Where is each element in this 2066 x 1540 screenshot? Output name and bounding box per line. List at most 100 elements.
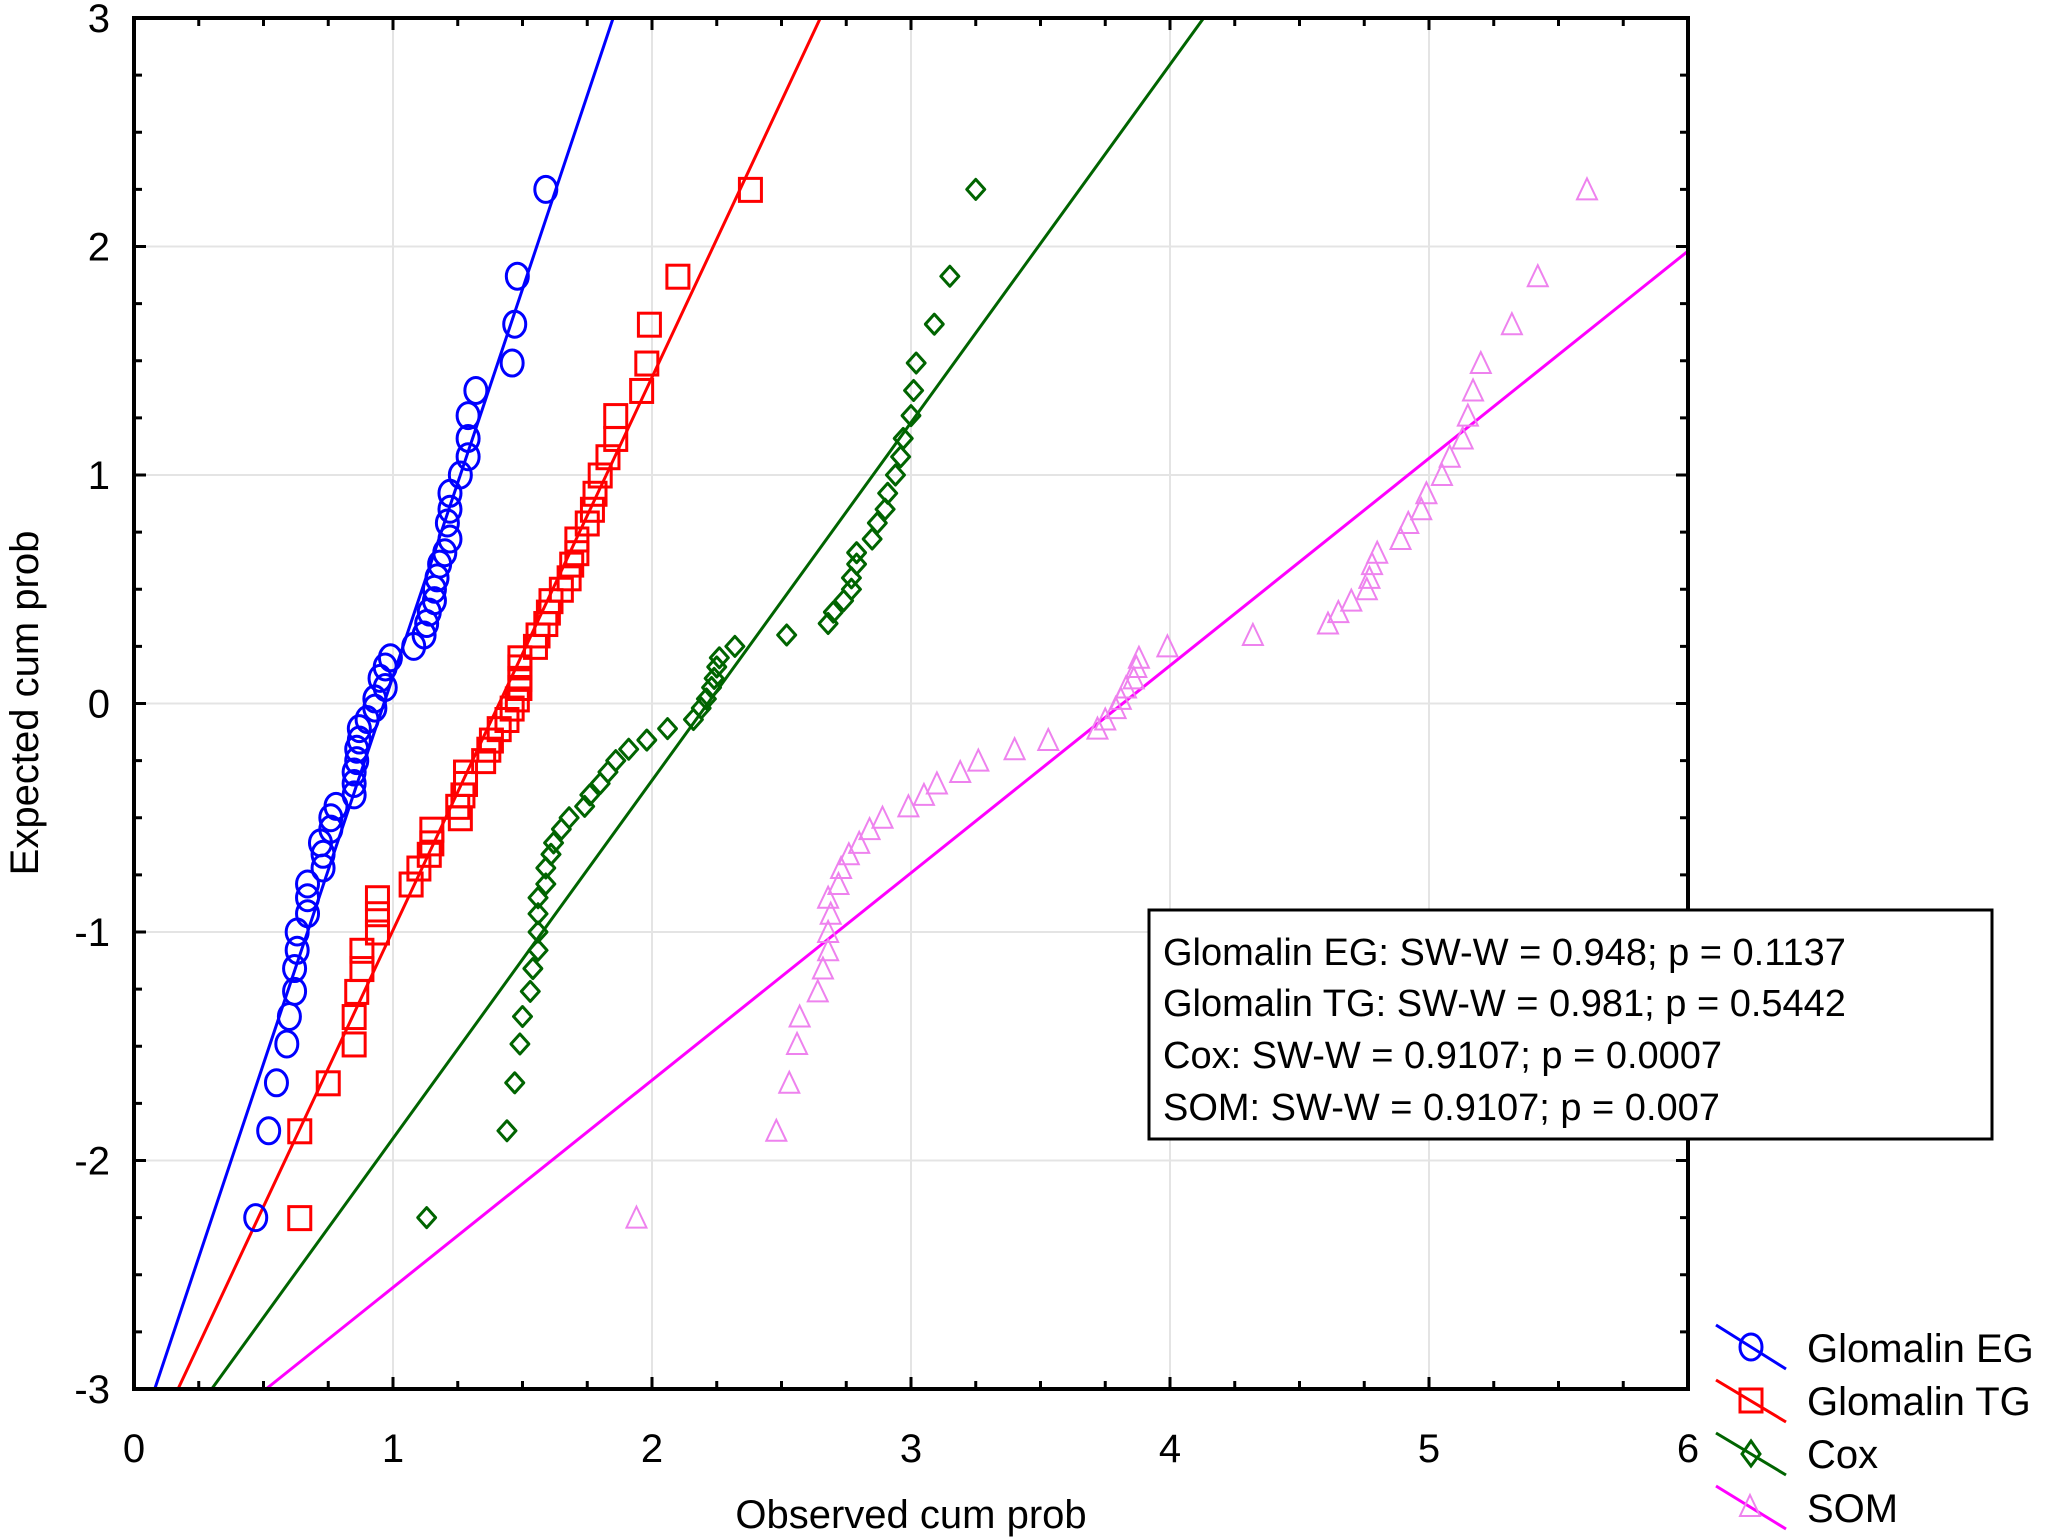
data-point bbox=[447, 460, 473, 490]
data-point bbox=[877, 481, 899, 505]
data-point bbox=[341, 1004, 367, 1031]
fit-line-glomalin-tg bbox=[176, 17, 822, 1390]
data-point bbox=[629, 377, 655, 404]
data-point bbox=[603, 403, 629, 430]
series-glomalin-eg bbox=[243, 174, 559, 1233]
data-point bbox=[416, 1206, 438, 1230]
data-point bbox=[1451, 425, 1475, 450]
data-point bbox=[884, 463, 906, 487]
legend-label: SOM bbox=[1807, 1487, 1898, 1531]
data-point bbox=[587, 462, 613, 489]
data-point bbox=[419, 816, 445, 843]
data-point bbox=[1438, 443, 1462, 468]
data-point bbox=[785, 1030, 809, 1055]
data-point bbox=[499, 348, 525, 378]
data-point bbox=[535, 872, 557, 896]
y-tick-label: 3 bbox=[88, 0, 110, 41]
stats-line-som: SOM: SW-W = 0.9107; p = 0.007 bbox=[1163, 1087, 1720, 1129]
data-point bbox=[892, 426, 914, 450]
data-point bbox=[579, 783, 601, 807]
data-point bbox=[846, 552, 868, 576]
data-point bbox=[349, 937, 375, 964]
square-marker-icon bbox=[1738, 1387, 1764, 1414]
data-point bbox=[574, 510, 600, 537]
data-point bbox=[344, 746, 370, 776]
data-point bbox=[874, 497, 896, 521]
y-tick-label: -2 bbox=[74, 1140, 110, 1184]
data-point bbox=[527, 938, 549, 962]
data-point bbox=[870, 804, 895, 829]
legend-label: Glomalin TG bbox=[1807, 1380, 2031, 1424]
data-point bbox=[295, 883, 321, 913]
data-point bbox=[1456, 402, 1480, 427]
stats-box: Glomalin EG: SW-W = 0.948; p = 0.1137 Gl… bbox=[1147, 908, 1994, 1141]
data-point bbox=[776, 623, 798, 647]
stats-line-cox: Cox: SW-W = 0.9107; p = 0.0007 bbox=[1163, 1035, 1722, 1077]
data-point bbox=[287, 1118, 313, 1145]
data-point bbox=[861, 527, 883, 551]
data-point bbox=[287, 1205, 313, 1232]
data-point bbox=[1500, 310, 1524, 336]
x-tick-labels: 0 1 2 3 4 5 6 bbox=[123, 1427, 1699, 1471]
data-point bbox=[764, 1117, 788, 1142]
data-point bbox=[890, 445, 912, 469]
data-point bbox=[434, 508, 460, 538]
data-point bbox=[432, 538, 458, 568]
data-point bbox=[364, 901, 390, 928]
data-point bbox=[1003, 735, 1027, 761]
data-point bbox=[282, 976, 308, 1006]
data-point bbox=[708, 646, 730, 670]
stats-box-frame bbox=[1147, 908, 1994, 1141]
data-point bbox=[349, 956, 375, 983]
data-point bbox=[788, 1003, 812, 1028]
series-cox bbox=[416, 177, 987, 1230]
data-point bbox=[295, 899, 321, 929]
data-point bbox=[276, 1002, 302, 1032]
data-point bbox=[1357, 564, 1382, 589]
legend-item-glomalin-eg: Glomalin EG bbox=[1715, 1323, 2034, 1371]
data-point bbox=[1409, 495, 1433, 521]
data-point bbox=[463, 375, 489, 405]
data-point bbox=[341, 780, 367, 810]
data-point bbox=[737, 176, 763, 203]
data-point bbox=[905, 351, 927, 375]
data-point bbox=[811, 955, 835, 980]
data-point bbox=[816, 918, 840, 943]
legend-line bbox=[1715, 1484, 1787, 1531]
data-point bbox=[618, 737, 640, 761]
x-tick-label: 1 bbox=[382, 1427, 404, 1471]
data-point bbox=[582, 480, 608, 507]
data-point bbox=[533, 174, 559, 204]
fit-line-som bbox=[265, 249, 1689, 1391]
data-point bbox=[1127, 644, 1151, 669]
data-point bbox=[822, 600, 844, 624]
data-point bbox=[1414, 479, 1438, 505]
data-point bbox=[558, 806, 580, 830]
data-point bbox=[595, 444, 621, 471]
data-point bbox=[866, 511, 888, 535]
data-point bbox=[486, 716, 512, 743]
data-point bbox=[499, 695, 525, 722]
data-point bbox=[657, 717, 679, 741]
data-point bbox=[424, 563, 450, 593]
data-point bbox=[1085, 715, 1110, 740]
legend-label: Glomalin EG bbox=[1807, 1327, 2034, 1371]
triangle-marker-icon bbox=[1738, 1492, 1762, 1517]
data-point bbox=[636, 728, 658, 752]
y-tick-label: 0 bbox=[88, 683, 110, 727]
data-point bbox=[1469, 349, 1493, 375]
series-glomalin-tg bbox=[287, 176, 763, 1232]
data-point bbox=[243, 1203, 269, 1233]
stats-line-glomalin-eg: Glomalin EG: SW-W = 0.948; p = 0.1137 bbox=[1163, 932, 1846, 974]
y-tick-label: -1 bbox=[74, 911, 110, 955]
data-point bbox=[421, 586, 447, 616]
data-point bbox=[634, 350, 660, 377]
data-point bbox=[690, 696, 712, 720]
data-point bbox=[597, 760, 619, 784]
data-point bbox=[527, 902, 549, 926]
x-tick-label: 5 bbox=[1418, 1427, 1440, 1471]
data-point bbox=[665, 263, 691, 290]
data-point bbox=[816, 884, 840, 909]
data-point bbox=[346, 714, 372, 744]
